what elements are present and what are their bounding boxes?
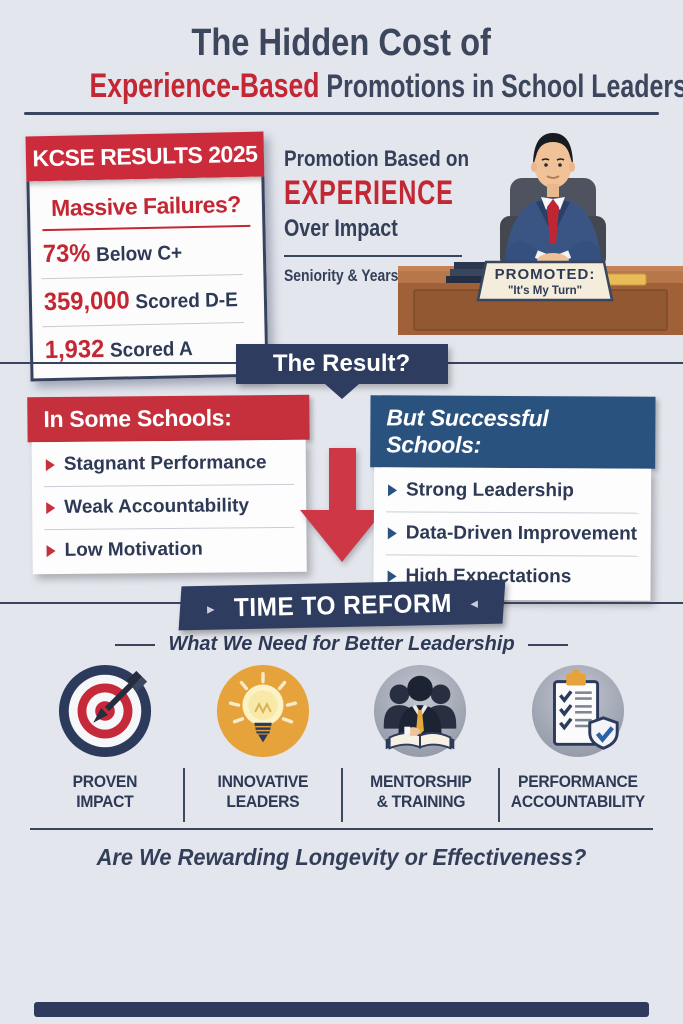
- smile: [546, 175, 560, 179]
- result-banner-label: The Result?: [272, 350, 411, 377]
- title-line1: The Hidden Cost of: [191, 22, 492, 64]
- kcse-question: Massive Failures?: [41, 186, 251, 232]
- red-tie: [547, 199, 559, 244]
- some-schools-header: In Some Schools:: [27, 394, 310, 443]
- mentorship-icon: [371, 662, 469, 760]
- pillar-label: PROVEN IMPACT: [72, 773, 138, 812]
- footer-bar: [34, 1002, 649, 1017]
- list-item: Strong Leadership: [385, 469, 640, 514]
- banner-arrow-left-icon: ▸: [205, 599, 214, 617]
- successful-schools-header: But Successful Schools:: [370, 395, 656, 469]
- list-item: Data-Driven Improvement: [385, 512, 639, 557]
- desk-sign-line1: PROMOTED:: [495, 266, 596, 283]
- successful-schools-card: But Successful Schools: Strong Leadershi…: [369, 395, 656, 601]
- dash-left: [115, 643, 156, 646]
- header-divider: [24, 112, 659, 115]
- reform-banner: ▸ TIME TO REFORM ◂: [178, 579, 505, 631]
- reform-subtitle: What We Need for Better Leadership: [0, 633, 683, 656]
- eye: [544, 163, 548, 167]
- result-banner: The Result?: [235, 344, 448, 384]
- stat-row: 1,932 Scored A: [42, 323, 244, 374]
- title-highlight: Experience-Based: [89, 66, 320, 105]
- closing-question: Are We Rewarding Longevity or Effectiven…: [96, 844, 587, 870]
- closing-divider: [30, 828, 653, 830]
- pillar-performance-accountability: PERFORMANCE ACCOUNTABILITY: [499, 662, 657, 812]
- reform-banner-label: TIME TO REFORM: [232, 587, 451, 622]
- title-rest: Promotions in School Leadership: [326, 67, 683, 104]
- reform-pillars: PROVEN IMPACT: [26, 662, 657, 823]
- bullet-triangle-icon: [46, 544, 56, 558]
- hair: [533, 133, 573, 166]
- desk-scene-drawing: PROMOTED: "It's My Turn": [398, 133, 683, 335]
- stat-value: 359,000: [43, 286, 130, 317]
- stat-row: 359,000 Scored D-E: [41, 274, 244, 328]
- banner-arrow-right-icon: ◂: [469, 594, 478, 612]
- lightbulb-icon: [214, 662, 312, 760]
- promotion-contrast: Over Impact: [284, 215, 398, 242]
- pillar-proven-impact: PROVEN IMPACT: [26, 662, 185, 823]
- target-icon: [56, 662, 154, 760]
- pillar-label: INNOVATIVE LEADERS: [217, 773, 308, 812]
- desk-sign-line2: "It's My Turn": [508, 285, 582, 297]
- bullet-triangle-icon: [45, 458, 55, 472]
- promotion-emphasis: EXPERIENCE: [284, 174, 454, 212]
- stat-label: Scored D-E: [135, 289, 239, 314]
- kcse-card-body: Massive Failures? 73% Below C+ 359,000 Sco…: [26, 176, 269, 382]
- title-line2: Experience-Based Promotions in School Le…: [90, 67, 683, 105]
- bullet-triangle-icon: [388, 484, 398, 497]
- stat-row: 73% Below C+: [40, 227, 243, 280]
- list-item: Stagnant Performance: [43, 441, 295, 488]
- bullet-triangle-icon: [387, 570, 397, 583]
- list-item: Weak Accountability: [44, 484, 295, 531]
- eye: [558, 163, 562, 167]
- stat-value: 73%: [42, 239, 91, 269]
- face: [534, 140, 572, 188]
- checklist-shield-icon: [529, 662, 627, 760]
- pillar-mentorship-training: MENTORSHIP & TRAINING: [342, 662, 500, 823]
- page-title: The Hidden Cost of Experience-Based Prom…: [0, 22, 683, 105]
- stat-label: Scored A: [109, 338, 193, 362]
- dash-right: [527, 643, 568, 646]
- pillar-innovative-leaders: INNOVATIVE LEADERS: [184, 662, 343, 823]
- desk-sign: [476, 260, 614, 302]
- some-schools-card: In Some Schools: Stagnant Performance We…: [27, 394, 311, 575]
- bullet-triangle-icon: [387, 527, 397, 540]
- promotion-divider: [284, 255, 462, 257]
- books-stack: [446, 276, 510, 283]
- pillar-label: MENTORSHIP & TRAINING: [369, 773, 472, 812]
- bullet-triangle-icon: [46, 501, 56, 515]
- pillar-label: PERFORMANCE ACCOUNTABILITY: [511, 773, 646, 812]
- kcse-card-header: KCSE RESULTS 2025: [25, 131, 265, 182]
- down-arrow-icon: [300, 448, 384, 562]
- principal-at-desk-illustration: PROMOTED: "It's My Turn": [398, 120, 683, 340]
- promotion-intro: Promotion Based on: [284, 146, 470, 171]
- stat-value: 1,932: [44, 334, 105, 365]
- list-item: Low Motivation: [44, 528, 294, 572]
- kcse-results-card: KCSE RESULTS 2025 Massive Failures? 73% B…: [25, 131, 269, 382]
- stat-label: Below C+: [95, 242, 183, 267]
